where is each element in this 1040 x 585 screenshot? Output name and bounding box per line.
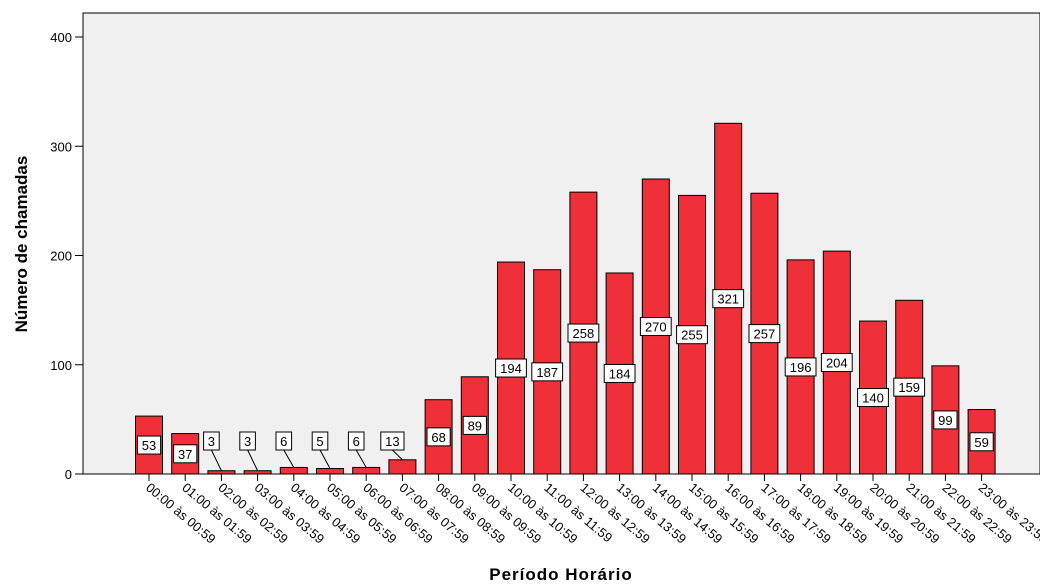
data-label-leader [247, 449, 259, 471]
data-label-box [495, 358, 527, 378]
data-label-box [275, 431, 293, 451]
data-label-leader [355, 449, 367, 468]
data-label-box [426, 427, 451, 447]
data-label: 68 [431, 430, 445, 445]
data-label-box [531, 362, 564, 382]
data-label-box [639, 317, 672, 337]
data-labels: 53 37 3 3 6 5 6 13 68 89 194 187 258 184 270 255 321 257 1… [136, 289, 994, 471]
data-label: 37 [178, 447, 192, 462]
data-label-box [203, 431, 220, 451]
data-label: 187 [536, 365, 558, 380]
data-label-box [712, 289, 745, 309]
data-label-leader [319, 449, 331, 469]
data-label-leader [210, 449, 222, 471]
data-label-box [784, 357, 817, 377]
data-label: 6 [280, 434, 287, 449]
y-axis-title: Número de chamadas [12, 156, 31, 333]
data-label-box [380, 431, 405, 451]
bar [352, 466, 381, 475]
data-label-box [462, 415, 487, 435]
y-tick-label: 0 [65, 467, 72, 482]
data-label-leader [392, 449, 403, 461]
data-label: 6 [353, 434, 360, 449]
data-label: 196 [790, 360, 812, 375]
y-tick-label: 100 [50, 358, 72, 373]
data-label-box [347, 431, 365, 451]
data-label-box [311, 431, 329, 451]
data-label: 140 [862, 391, 884, 406]
data-label: 258 [573, 326, 595, 341]
y-axis: 0 100 200 300 400 [50, 30, 83, 482]
data-label-box [969, 432, 994, 452]
data-label-box [173, 444, 198, 464]
data-label: 255 [681, 328, 703, 343]
data-label: 99 [938, 413, 952, 428]
data-label-box [239, 431, 256, 451]
data-label-box [748, 324, 781, 344]
data-label: 184 [609, 366, 631, 381]
data-label-box [676, 325, 708, 345]
data-label-box [567, 323, 600, 343]
y-tick-label: 300 [50, 139, 72, 154]
data-label: 194 [500, 361, 522, 376]
y-tick-label: 200 [50, 249, 72, 264]
data-label: 159 [898, 380, 920, 395]
data-label: 53 [142, 438, 156, 453]
data-label: 204 [826, 356, 848, 371]
data-label: 321 [717, 292, 739, 307]
data-label: 257 [754, 327, 776, 342]
bar [279, 466, 308, 475]
data-label: 13 [385, 434, 399, 449]
data-label-box [857, 388, 889, 408]
data-label: 5 [316, 434, 323, 449]
data-label-leader [283, 449, 295, 468]
data-label: 3 [244, 434, 251, 449]
data-label-box [820, 353, 853, 373]
data-label-box [136, 435, 162, 455]
data-label: 59 [974, 435, 988, 450]
bar [388, 459, 417, 475]
data-label: 270 [645, 320, 667, 335]
y-tick-label: 400 [50, 30, 72, 45]
data-label-box [933, 410, 958, 430]
data-label-box [603, 363, 636, 383]
bar [316, 468, 344, 475]
x-axis-title: Período Horário [489, 565, 632, 584]
data-label-box [893, 377, 926, 397]
data-label: 3 [208, 434, 215, 449]
data-label: 89 [468, 418, 482, 433]
